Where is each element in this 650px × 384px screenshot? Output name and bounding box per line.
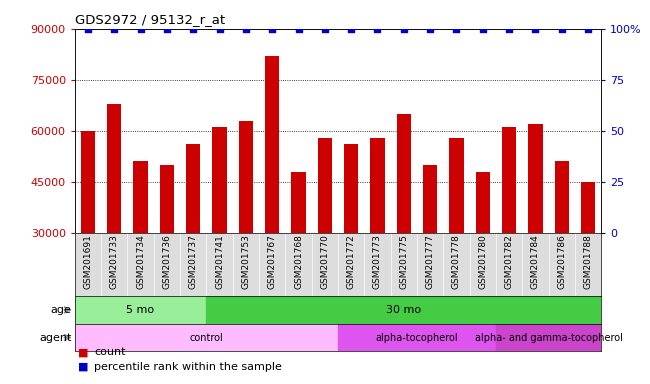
Text: agent: agent (39, 333, 72, 343)
Text: GSM201786: GSM201786 (557, 235, 566, 290)
Point (530, 26, 541, 32)
Text: percentile rank within the sample: percentile rank within the sample (94, 362, 282, 372)
Text: GSM201777: GSM201777 (426, 235, 435, 290)
Point (83, 26, 93, 32)
Text: age: age (51, 305, 72, 315)
Bar (239, 121, 253, 233)
Text: GDS2972 / 95132_r_at: GDS2972 / 95132_r_at (75, 13, 225, 26)
Text: GSM201753: GSM201753 (241, 235, 250, 290)
Text: GSM201737: GSM201737 (188, 235, 198, 290)
Bar (554, 161, 569, 233)
Point (135, 26, 146, 32)
Bar (207, 296, 601, 324)
Bar (107, 104, 122, 233)
Text: GSM201780: GSM201780 (478, 235, 488, 290)
Point (214, 26, 225, 32)
Point (451, 26, 462, 32)
Point (583, 26, 593, 32)
Point (320, 26, 330, 32)
Bar (423, 165, 437, 233)
Text: GSM201691: GSM201691 (83, 235, 92, 290)
Bar (265, 56, 280, 233)
Point (556, 26, 567, 32)
Point (346, 26, 356, 32)
Text: alpha- and gamma-tocopherol: alpha- and gamma-tocopherol (474, 333, 623, 343)
Bar (160, 165, 174, 233)
Point (162, 26, 172, 32)
Bar (396, 114, 411, 233)
Bar (502, 127, 516, 233)
Bar (318, 137, 332, 233)
Text: GSM201768: GSM201768 (294, 235, 303, 290)
Bar (476, 172, 490, 233)
Bar (133, 161, 148, 233)
Text: GSM201775: GSM201775 (399, 235, 408, 290)
Text: 5 mo: 5 mo (127, 305, 155, 315)
Point (267, 26, 278, 32)
Text: GSM201770: GSM201770 (320, 235, 330, 290)
Point (240, 26, 251, 32)
Bar (81, 131, 95, 233)
Text: control: control (190, 333, 223, 343)
Text: GSM201784: GSM201784 (531, 235, 540, 290)
Text: alpha-tocopherol: alpha-tocopherol (376, 333, 458, 343)
Text: GSM201734: GSM201734 (136, 235, 145, 290)
Bar (528, 124, 543, 233)
Point (425, 26, 436, 32)
Bar (344, 144, 358, 233)
Text: ■: ■ (78, 362, 88, 372)
Text: GSM201782: GSM201782 (504, 235, 514, 290)
Text: ■: ■ (78, 347, 88, 357)
Text: GSM201773: GSM201773 (373, 235, 382, 290)
Text: GSM201733: GSM201733 (110, 235, 119, 290)
Text: count: count (94, 347, 125, 357)
Point (398, 26, 409, 32)
Text: GSM201736: GSM201736 (162, 235, 172, 290)
Text: GSM201788: GSM201788 (584, 235, 593, 290)
Bar (581, 182, 595, 233)
Text: GSM201767: GSM201767 (268, 235, 277, 290)
Bar (213, 127, 227, 233)
Text: 30 mo: 30 mo (386, 305, 421, 315)
Text: GSM201772: GSM201772 (346, 235, 356, 290)
Bar (186, 144, 200, 233)
Point (188, 26, 198, 32)
Point (293, 26, 304, 32)
Bar (291, 172, 305, 233)
Text: GSM201741: GSM201741 (215, 235, 224, 290)
Bar (338, 324, 496, 351)
Text: GSM201778: GSM201778 (452, 235, 461, 290)
Bar (449, 137, 463, 233)
Bar (370, 137, 385, 233)
Point (372, 26, 383, 32)
Bar (496, 324, 601, 351)
Point (504, 26, 514, 32)
Point (109, 26, 120, 32)
Bar (75, 324, 338, 351)
Bar (75, 296, 207, 324)
Point (478, 26, 488, 32)
